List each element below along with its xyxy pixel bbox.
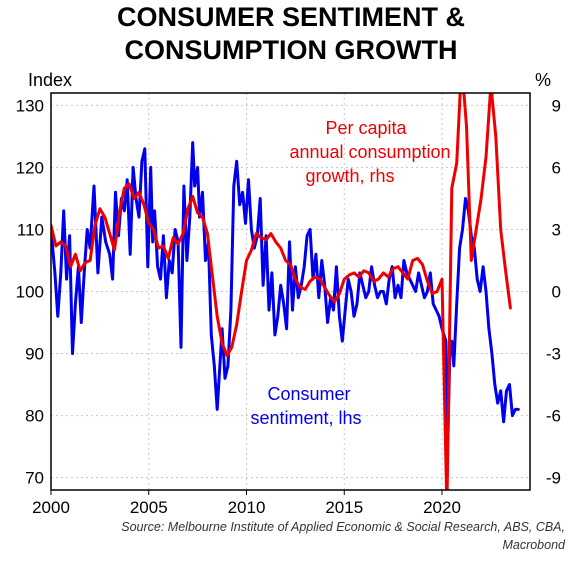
left-tick-label: 130	[16, 96, 44, 115]
right-tick-label: 0	[552, 283, 561, 302]
x-tick-label: 2010	[228, 498, 266, 517]
source-note-line-2: Macrobond	[502, 538, 566, 552]
x-tick-label: 2015	[325, 498, 363, 517]
consumption-line	[51, 93, 512, 490]
left-tick-label: 80	[25, 407, 44, 426]
sentiment-series-label-line-1: Consumer	[267, 384, 350, 404]
right-tick-label: -9	[546, 469, 561, 488]
right-tick-label: -6	[546, 407, 561, 426]
x-tick-label: 2005	[130, 498, 168, 517]
x-tick-label: 2000	[32, 498, 70, 517]
gridlines	[51, 93, 530, 490]
consumption-series-label-line-3: growth, rhs	[305, 166, 394, 186]
axis-ticks: 70 80 90 100 110 120 130 -9 -6 -3 0 3 6 9 2000 2005 2010…	[16, 96, 561, 517]
chart-title-line-2: CONSUMPTION GROWTH	[125, 35, 458, 65]
chart-title-line-1: CONSUMER SENTIMENT &	[117, 2, 465, 32]
source-note-line-1: Source: Melbourne Institute of Applied E…	[121, 520, 565, 534]
x-tick-label: 2020	[423, 498, 461, 517]
consumption-series-label-line-2: annual consumption	[289, 142, 450, 162]
left-axis-unit: Index	[28, 70, 72, 90]
left-tick-label: 70	[25, 469, 44, 488]
left-tick-label: 120	[16, 158, 44, 177]
right-tick-label: -3	[546, 345, 561, 364]
right-axis-unit: %	[535, 70, 551, 90]
left-tick-label: 110	[17, 220, 44, 239]
left-tick-label: 100	[16, 283, 44, 302]
plot-series	[51, 93, 520, 490]
left-tick-label: 90	[25, 345, 44, 364]
right-tick-label: 3	[552, 220, 561, 239]
plot-frame	[50, 92, 531, 491]
consumption-series-label-line-1: Per capita	[325, 118, 407, 138]
right-tick-label: 6	[552, 158, 561, 177]
sentiment-series-label-line-2: sentiment, lhs	[250, 408, 361, 428]
right-tick-label: 9	[552, 96, 561, 115]
